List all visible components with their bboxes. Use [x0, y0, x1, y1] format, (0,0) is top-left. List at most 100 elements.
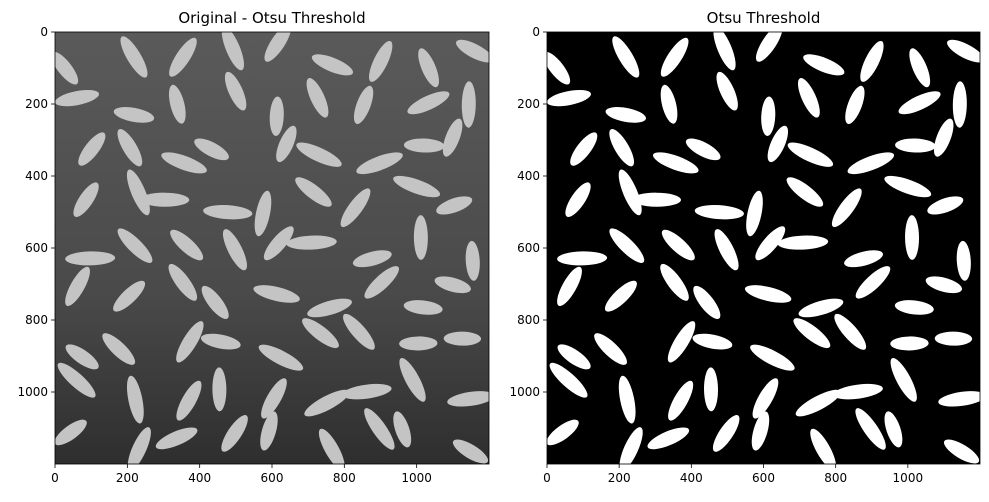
rice-grain — [65, 266, 90, 307]
rice-grain — [55, 419, 87, 446]
rice-grain — [340, 188, 371, 228]
rice-grain — [767, 125, 789, 163]
y-tick-label: 0 — [532, 25, 540, 39]
rice-grain — [947, 39, 980, 63]
rice-grain — [302, 318, 339, 349]
rice-grain — [200, 333, 241, 350]
axes-title: Otsu Threshold — [707, 9, 821, 27]
rice-grain — [352, 250, 392, 268]
rice-grain — [176, 380, 202, 421]
rice-grain — [750, 344, 795, 371]
rice-grain — [304, 389, 350, 417]
rice-grain — [798, 298, 844, 318]
rice-grain — [933, 118, 954, 157]
rice-grain — [797, 77, 820, 118]
rice-grain — [894, 300, 934, 315]
rice-grain — [356, 152, 403, 175]
rice-grain — [810, 428, 836, 464]
rice-grain — [905, 215, 920, 260]
rice-grain — [120, 36, 148, 78]
rice-grain — [570, 132, 598, 166]
y-tick-label: 600 — [25, 241, 48, 255]
rice-grain — [712, 415, 740, 452]
rice-grain — [619, 427, 643, 464]
rice-grain — [667, 321, 696, 363]
x-tick-label: 600 — [752, 471, 775, 485]
rice-grain — [260, 411, 278, 451]
rice-grain — [203, 204, 253, 220]
rice-grain — [55, 89, 100, 107]
rice-grain — [653, 152, 699, 174]
rice-grain — [253, 285, 300, 303]
rice-grain — [692, 333, 733, 350]
rice-grain — [755, 226, 786, 261]
rice-grain — [55, 51, 79, 85]
rice-grain — [609, 228, 645, 263]
rice-grain — [660, 37, 689, 77]
rice-grain — [612, 36, 640, 78]
rice-grain — [549, 362, 588, 398]
rice-grain — [258, 344, 304, 371]
image — [547, 32, 980, 464]
rice-grain — [884, 411, 903, 448]
axes-title: Original - Otsu Threshold — [178, 9, 365, 27]
rice-grain — [369, 40, 393, 82]
rice-grain — [311, 54, 354, 76]
y-tick-label: 200 — [25, 97, 48, 111]
rice-grain — [413, 215, 428, 260]
rice-grain — [934, 331, 973, 346]
rice-grain — [264, 32, 291, 62]
rice-grain — [761, 96, 776, 136]
rice-grain — [557, 344, 591, 370]
rice-grain — [547, 51, 571, 85]
y-tick-label: 200 — [517, 97, 540, 111]
rice-grain — [465, 240, 480, 281]
rice-grain — [618, 375, 636, 424]
rice-grain — [407, 91, 450, 115]
rice-grain — [403, 300, 443, 315]
rice-grain — [547, 419, 579, 446]
rice-grain — [306, 77, 329, 118]
rice-grain — [895, 138, 936, 153]
rice-grain — [744, 285, 792, 303]
rice-grain — [254, 190, 272, 237]
rice-grain — [139, 192, 190, 207]
rice-grain — [393, 175, 441, 198]
rice-grain — [353, 85, 374, 125]
rice-grain — [755, 32, 783, 62]
x-tick-label: 1000 — [401, 471, 432, 485]
rice-grain — [898, 91, 941, 115]
rice-grain — [557, 266, 582, 307]
x-tick-label: 800 — [333, 471, 356, 485]
rice-grain — [565, 182, 591, 217]
x-tick-label: 200 — [608, 471, 631, 485]
x-tick-label: 1000 — [893, 471, 924, 485]
rice-grain — [716, 71, 738, 111]
rice-grain — [952, 81, 967, 128]
rice-grain — [547, 89, 591, 107]
rice-grain — [452, 439, 489, 464]
rice-grain — [618, 169, 642, 216]
rice-grain — [943, 439, 980, 464]
rice-grain — [647, 427, 690, 450]
rice-grain — [286, 235, 337, 250]
x-tick-label: 600 — [261, 471, 284, 485]
rice-grain — [296, 142, 342, 167]
rice-grain — [307, 298, 352, 318]
x-tick-label: 200 — [116, 471, 139, 485]
rice-grain — [113, 107, 155, 123]
rice-grain — [855, 408, 886, 450]
rice-grain — [927, 196, 964, 215]
rice-grain — [168, 263, 198, 301]
x-tick-label: 400 — [680, 471, 703, 485]
rice-grain — [269, 96, 284, 136]
image — [55, 32, 489, 464]
rice-grain — [403, 138, 445, 153]
rice-grain — [777, 235, 829, 250]
rice-grain — [212, 367, 227, 412]
rice-grain — [161, 152, 207, 174]
y-tick-label: 600 — [517, 241, 540, 255]
rice-grain — [78, 132, 106, 166]
rice-grain — [318, 428, 345, 464]
rice-grain — [793, 318, 831, 349]
